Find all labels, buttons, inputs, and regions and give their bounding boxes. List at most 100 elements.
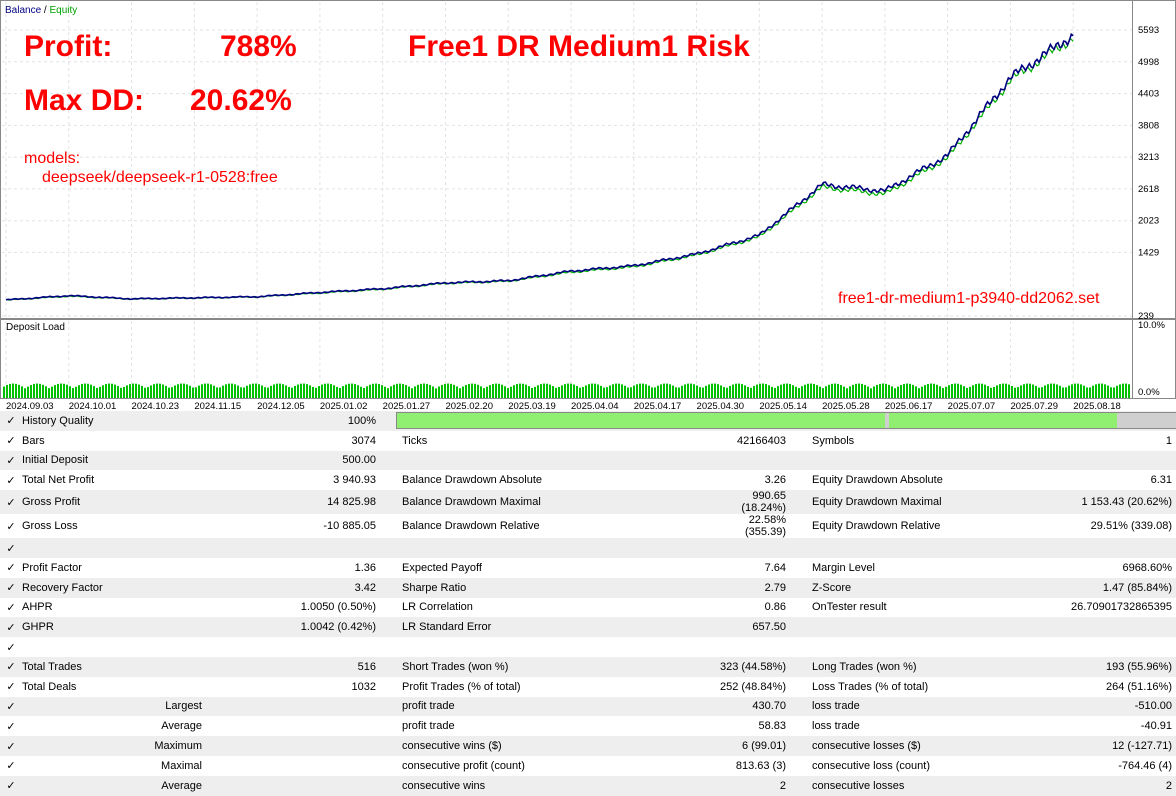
deposit-load-bar xyxy=(555,387,557,398)
deposit-load-bar xyxy=(60,383,62,398)
deposit-load-bar xyxy=(522,383,524,398)
history-quality-fill xyxy=(397,413,1175,429)
deposit-load-bar xyxy=(708,384,710,398)
stat-value-1 xyxy=(204,538,396,558)
history-quality-separator xyxy=(885,413,889,429)
deposit-load-bar xyxy=(1035,385,1037,398)
deposit-load-bar xyxy=(903,383,905,398)
balance-line xyxy=(5,32,1074,301)
deposit-load-bar xyxy=(441,384,443,398)
deposit-load-bar xyxy=(1089,387,1091,398)
deposit-load-bar xyxy=(678,387,680,398)
deposit-load-bar xyxy=(534,386,536,398)
deposit-load-bar xyxy=(876,384,878,398)
stat-value-1 xyxy=(204,756,396,776)
deposit-load-bar xyxy=(231,383,233,398)
deposit-load-bar xyxy=(276,383,278,398)
stats-row: ✓ AHPR 1.0050 (0.50%) LR Correlation 0.86 OnT… xyxy=(0,597,1176,618)
deposit-load-bar xyxy=(528,386,530,398)
deposit-load-bar xyxy=(1119,384,1121,398)
deposit-load-bar xyxy=(1098,383,1100,398)
x-tick-label: 2024.10.01 xyxy=(69,401,117,411)
stats-row: ✓ Recovery Factor 3.42 Sharpe Ratio 2.79 Z-Sc… xyxy=(0,577,1176,598)
stats-row: ✓ Average profit trade 58.83 loss trade -40.9… xyxy=(0,716,1176,737)
deposit-load-bar xyxy=(579,387,581,398)
stat-value-3: 1.47 (85.84%) xyxy=(1102,581,1172,594)
deposit-load-bar xyxy=(564,384,566,398)
deposit-load-bar xyxy=(762,383,764,398)
deposit-load-bar xyxy=(246,385,248,398)
deposit-load-bar xyxy=(54,385,56,398)
stat-label-1 xyxy=(20,637,204,657)
stat-value-2: 6 (99.01) xyxy=(741,740,786,753)
check-icon: ✓ xyxy=(6,542,16,555)
deposit-load-bar xyxy=(570,383,572,398)
stat-label-1: Total Deals xyxy=(22,680,77,693)
deposit-load-bar xyxy=(378,383,380,398)
deposit-load-bar xyxy=(204,383,206,398)
deposit-load-bar xyxy=(798,388,800,398)
deposit-load-bar xyxy=(366,386,368,398)
deposit-load-bar xyxy=(834,383,836,398)
deposit-load-bar xyxy=(807,383,809,398)
deposit-load-bar xyxy=(264,387,266,398)
deposit-load-bar xyxy=(951,384,953,398)
deposit-load-bar xyxy=(261,385,263,398)
stat-value-3: 26.70901732865395 xyxy=(1071,601,1172,614)
deposit-load-bar xyxy=(918,388,920,398)
check-icon: ✓ xyxy=(6,435,16,448)
deposit-load-bar xyxy=(777,386,779,398)
deposit-load-bar xyxy=(516,384,518,398)
deposit-load-bar xyxy=(648,385,650,398)
stat-value-2: 990.65 (18.24%) xyxy=(741,490,786,515)
deposit-load-bar xyxy=(621,384,623,398)
stat-value-1: 516 xyxy=(357,660,376,673)
deposit-load-bar xyxy=(873,386,875,398)
deposit-load-bar xyxy=(225,384,227,398)
deposit-load-bar xyxy=(129,384,131,398)
deposit-load-bar xyxy=(486,386,488,398)
deposit-load-bar xyxy=(240,387,242,398)
deposit-load-bar xyxy=(147,387,149,398)
deposit-load-bar xyxy=(1083,385,1085,398)
deposit-load-bar xyxy=(210,384,212,398)
deposit-load-bar xyxy=(759,383,761,398)
stat-label-3: Margin Level xyxy=(812,561,875,574)
deposit-load-bar xyxy=(891,386,893,398)
stat-value-3: -40.91 xyxy=(1140,720,1172,733)
deposit-load-bar xyxy=(504,386,506,398)
y-tick-label: 2023 xyxy=(1138,216,1159,227)
maxdd-value: 20.62% xyxy=(190,84,292,117)
deposit-load-bar xyxy=(804,384,806,398)
stat-value-1: 3074 xyxy=(351,434,376,447)
x-tick-label: 2025.06.17 xyxy=(885,401,933,411)
deposit-load-bar xyxy=(813,384,815,398)
deposit-load-bar xyxy=(294,385,296,398)
deposit-load-bar xyxy=(906,383,908,398)
deposit-load-bar xyxy=(879,383,881,398)
deposit-load-bar xyxy=(915,386,917,398)
deposit-load-bar xyxy=(51,386,53,398)
stats-row: ✓ GHPR 1.0042 (0.42%) LR Standard Error 657.… xyxy=(0,617,1176,638)
deposit-load-bar xyxy=(672,385,674,398)
deposit-load-bar xyxy=(162,384,164,398)
deposit-load-bar xyxy=(780,384,782,398)
deposit-load-bar xyxy=(702,387,704,398)
deposit-load-bar xyxy=(603,387,605,398)
stat-value-2: 813.63 (3) xyxy=(735,759,786,772)
deposit-load-bar xyxy=(306,384,308,398)
deposit-load-bar xyxy=(726,387,728,398)
y-tick-label: 4403 xyxy=(1138,89,1159,100)
check-icon: ✓ xyxy=(6,562,16,575)
deposit-load-bar xyxy=(333,385,335,398)
deposit-load-bar xyxy=(909,383,911,398)
deposit-load-bar xyxy=(72,388,74,398)
deposit-load-bar xyxy=(120,387,122,398)
deposit-load-bar xyxy=(1128,384,1130,398)
deposit-load-bar xyxy=(789,384,791,398)
deposit-load-bar xyxy=(942,388,944,398)
stat-value-3 xyxy=(1064,451,1176,471)
stat-value-1: 3.42 xyxy=(354,581,376,594)
deposit-load-bar xyxy=(816,385,818,398)
deposit-load-bar xyxy=(462,386,464,398)
